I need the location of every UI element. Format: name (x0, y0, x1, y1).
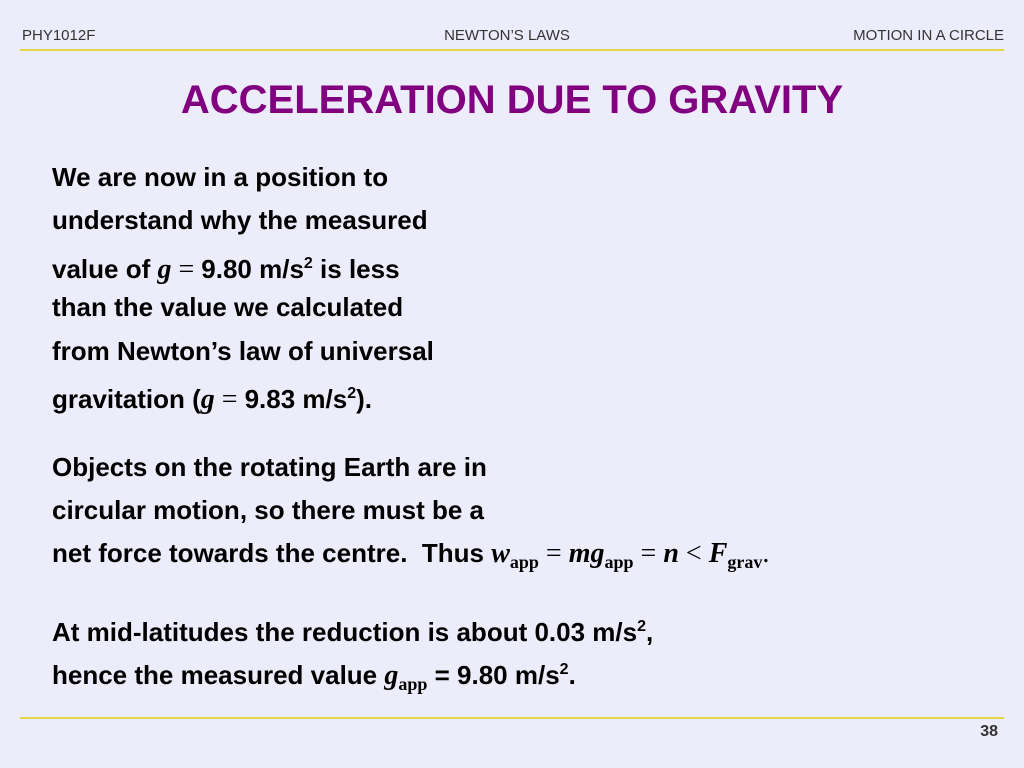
slide-title: ACCELERATION DUE TO GRAVITY (180, 78, 844, 122)
subscript: grav (727, 552, 763, 572)
subscript: app (509, 552, 539, 572)
text: = 9.80 m/s (427, 660, 560, 690)
math: g (200, 384, 215, 415)
topic: NEWTON’S LAWS (444, 27, 570, 44)
text: 9.83 m/s (244, 384, 348, 414)
text: . (568, 660, 576, 690)
text: net force towards the centre. Thus (52, 538, 492, 568)
superscript: 2 (637, 618, 646, 635)
math: = (633, 538, 664, 569)
text-line: circular motion, so there must be a (52, 495, 484, 525)
subscript: app (604, 552, 634, 572)
text-line: hence the measured value gapp = 9.80 m/s… (52, 655, 576, 699)
text: than the value we calculated (52, 292, 404, 322)
text-line: from Newton’s law of universal (52, 336, 434, 366)
math: = (538, 538, 569, 569)
subscript: app (398, 674, 428, 694)
math: n (663, 538, 679, 569)
text-line: We are now in a position to (52, 162, 388, 192)
text-line: At mid-latitudes the reduction is about … (52, 612, 653, 647)
text: understand why the measured (52, 205, 428, 235)
text-line: understand why the measured (52, 205, 428, 235)
superscript: 2 (303, 255, 313, 272)
text: circular motion, so there must be a (52, 495, 484, 525)
text: is less (312, 254, 400, 284)
text-line: gravitation (g = 9.83 m/s2). (52, 379, 372, 415)
math: g (157, 254, 172, 285)
text: gravitation ( (52, 384, 201, 414)
text: Objects on the rotating Earth are in (52, 452, 487, 482)
text-line: value of g = 9.80 m/s2 is less (52, 249, 400, 285)
text: value of (52, 254, 158, 284)
text: We are now in a position to (52, 162, 389, 192)
math: F (708, 538, 728, 569)
math: g (384, 660, 399, 691)
section: MOTION IN A CIRCLE (853, 27, 1004, 44)
header-rule (20, 49, 1004, 51)
superscript: 2 (559, 661, 569, 678)
superscript: 2 (347, 385, 357, 402)
page-number: 38 (980, 723, 998, 740)
math: = (171, 254, 202, 285)
course: PHY1012F (22, 27, 96, 44)
text: , (646, 617, 654, 647)
math: < (678, 538, 709, 569)
text-line: Objects on the rotating Earth are in (52, 452, 487, 482)
footer-rule (20, 717, 1004, 719)
text: At mid-latitudes the reduction is about … (52, 617, 638, 647)
math: . (762, 538, 770, 569)
text: hence the measured value (52, 660, 385, 690)
text: 9.80 m/s (201, 254, 304, 284)
text-line: than the value we calculated (52, 292, 403, 322)
math: w (491, 538, 510, 569)
text-line: net force towards the centre. Thus wapp … (52, 538, 769, 577)
text: from Newton’s law of universal (52, 336, 434, 366)
text: ). (356, 384, 373, 414)
math: = (214, 384, 245, 415)
math: mg (568, 538, 605, 569)
